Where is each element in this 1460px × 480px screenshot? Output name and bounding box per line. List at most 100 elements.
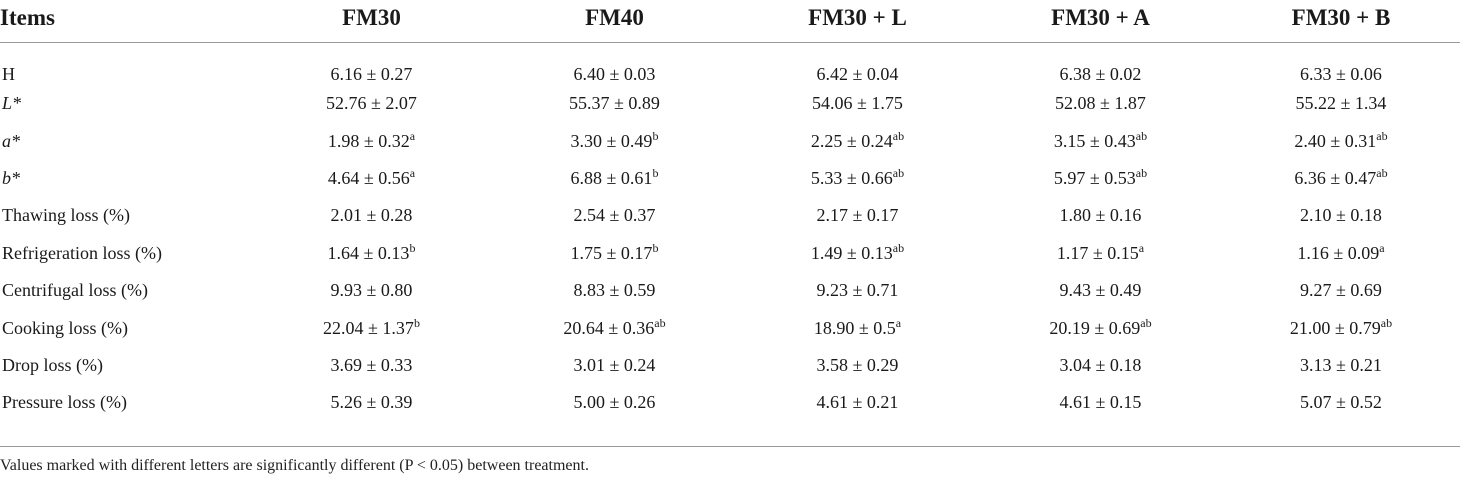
cell-value: 20.64 ± 0.36 (563, 317, 655, 338)
table-cell: 2.01 ± 0.28 (250, 197, 493, 234)
table-cell: 2.17 ± 0.17 (736, 197, 979, 234)
significance-letter: ab (1380, 315, 1393, 330)
cell-value: 22.04 ± 1.37 (323, 317, 414, 338)
cell-value: 3.15 ± 0.43 (1053, 130, 1136, 151)
table-cell: 6.33 ± 0.06 (1222, 42, 1460, 85)
cell-value: 1.49 ± 0.13 (810, 242, 893, 263)
cell-value: 18.90 ± 0.5 (813, 317, 896, 338)
table-cell: 5.00 ± 0.26 (493, 384, 736, 421)
cell-value: 6.88 ± 0.61 (570, 167, 653, 188)
table-cell: 4.61 ± 0.21 (736, 384, 979, 421)
cell-value: 9.23 ± 0.71 (816, 280, 899, 301)
table-cell: 3.69 ± 0.33 (250, 347, 493, 384)
table-bottom-rule (0, 446, 1460, 447)
row-label: L* (2, 93, 22, 114)
significance-letter: a (1138, 240, 1145, 255)
table-cell: 2.40 ± 0.31ab (1222, 122, 1460, 159)
table-cell: 1.17 ± 0.15a (979, 235, 1222, 272)
cell-value: 3.69 ± 0.33 (330, 354, 413, 375)
column-header-fm30-b: FM30 + B (1291, 5, 1391, 30)
header-row: Items FM30 FM40 FM30 + L FM30 + A FM30 +… (0, 0, 1460, 42)
cell-value: 3.30 ± 0.49 (570, 130, 653, 151)
significance-letter: b (413, 315, 420, 330)
cell-value: 1.75 ± 0.17 (570, 242, 653, 263)
table-cell: 21.00 ± 0.79ab (1222, 309, 1460, 346)
cell-value: 9.43 ± 0.49 (1059, 280, 1142, 301)
significance-letter: ab (892, 165, 905, 180)
table-cell: 3.04 ± 0.18 (979, 347, 1222, 384)
column-header-fm30: FM30 (342, 5, 401, 30)
significance-letter: ab (1376, 165, 1388, 180)
cell-value: 3.04 ± 0.18 (1059, 354, 1142, 375)
table-cell: 1.80 ± 0.16 (979, 197, 1222, 234)
cell-value: 9.27 ± 0.69 (1300, 280, 1382, 301)
significance-letter: ab (654, 315, 666, 330)
cell-value: 20.19 ± 0.69 (1049, 317, 1141, 338)
table-row: H 6.16 ± 0.27 6.40 ± 0.03 6.42 ± 0.04 6.38 ±… (0, 42, 1460, 85)
table-row: Thawing loss (%) 2.01 ± 0.28 2.54 ± 0.37 2.… (0, 197, 1460, 234)
table-row: a* 1.98 ± 0.32a 3.30 ± 0.49b 2.25 ± 0.24ab 3… (0, 122, 1460, 159)
cell-value: 4.64 ± 0.56 (327, 167, 410, 188)
table-cell: 6.16 ± 0.27 (250, 42, 493, 85)
cell-value: 6.33 ± 0.06 (1300, 64, 1382, 84)
table-cell: 4.61 ± 0.15 (979, 384, 1222, 421)
table-cell: 4.64 ± 0.56a (250, 160, 493, 197)
table-row: Refrigeration loss (%) 1.64 ± 0.13b 1.75 ±… (0, 235, 1460, 272)
table-cell: 3.58 ± 0.29 (736, 347, 979, 384)
significance-letter: a (895, 315, 902, 330)
table-cell: 6.42 ± 0.04 (736, 42, 979, 85)
cell-value: 6.40 ± 0.03 (573, 64, 656, 84)
table-cell: 1.75 ± 0.17b (493, 235, 736, 272)
cell-value: 2.17 ± 0.17 (816, 205, 899, 226)
cell-value: 3.58 ± 0.29 (816, 354, 899, 375)
significance-letter: a (409, 128, 416, 143)
cell-value: 1.80 ± 0.16 (1059, 205, 1142, 226)
table-cell: 9.27 ± 0.69 (1222, 272, 1460, 309)
cell-value: 54.06 ± 1.75 (812, 93, 903, 114)
significance-letter: b (409, 240, 416, 255)
table-body: H 6.16 ± 0.27 6.40 ± 0.03 6.42 ± 0.04 6.38 ±… (0, 42, 1460, 422)
table-cell: 9.23 ± 0.71 (736, 272, 979, 309)
table-row: L* 52.76 ± 2.07 55.37 ± 0.89 54.06 ± 1.75 52… (0, 85, 1460, 122)
table-cell: 1.16 ± 0.09a (1222, 235, 1460, 272)
table-cell: 6.40 ± 0.03 (493, 42, 736, 85)
table-cell: 18.90 ± 0.5a (736, 309, 979, 346)
cell-value: 6.36 ± 0.47 (1294, 167, 1377, 188)
cell-value: 5.97 ± 0.53 (1053, 167, 1136, 188)
row-label: H (2, 64, 15, 84)
cell-value: 55.22 ± 1.34 (1295, 93, 1387, 114)
table-row: b* 4.64 ± 0.56a 6.88 ± 0.61b 5.33 ± 0.66ab 5… (0, 160, 1460, 197)
row-label: Centrifugal loss (%) (2, 280, 148, 301)
cell-value: 52.08 ± 1.87 (1055, 93, 1146, 114)
row-label: a* (2, 130, 20, 151)
table-footnote: Values marked with different letters are… (0, 457, 589, 474)
table-cell: 9.43 ± 0.49 (979, 272, 1222, 309)
cell-value: 2.01 ± 0.28 (330, 205, 413, 226)
significance-letter: a (409, 165, 416, 180)
cell-value: 5.33 ± 0.66 (810, 167, 893, 188)
table-cell: 5.33 ± 0.66ab (736, 160, 979, 197)
significance-letter: ab (892, 240, 905, 255)
cell-value: 4.61 ± 0.21 (816, 392, 899, 413)
table-cell: 1.49 ± 0.13ab (736, 235, 979, 272)
table-cell: 3.15 ± 0.43ab (979, 122, 1222, 159)
significance-letter: b (652, 165, 659, 180)
cell-value: 5.07 ± 0.52 (1300, 392, 1382, 413)
table-cell: 55.37 ± 0.89 (493, 85, 736, 122)
table-row: Cooking loss (%) 22.04 ± 1.37b 20.64 ± 0.3… (0, 309, 1460, 346)
cell-value: 4.61 ± 0.15 (1059, 392, 1142, 413)
header-rule (0, 42, 1460, 43)
cell-value: 1.64 ± 0.13 (327, 242, 410, 263)
table-cell: 6.36 ± 0.47ab (1222, 160, 1460, 197)
table-cell: 20.19 ± 0.69ab (979, 309, 1222, 346)
significance-letter: ab (1140, 315, 1152, 330)
cell-value: 1.17 ± 0.15 (1056, 242, 1139, 263)
table-cell: 3.01 ± 0.24 (493, 347, 736, 384)
table-cell: 20.64 ± 0.36ab (493, 309, 736, 346)
table-cell: 54.06 ± 1.75 (736, 85, 979, 122)
table-cell: 6.38 ± 0.02 (979, 42, 1222, 85)
significance-letter: ab (892, 128, 905, 143)
cell-value: 3.01 ± 0.24 (573, 354, 656, 375)
cell-value: 5.00 ± 0.26 (573, 392, 656, 413)
table-cell: 2.10 ± 0.18 (1222, 197, 1460, 234)
